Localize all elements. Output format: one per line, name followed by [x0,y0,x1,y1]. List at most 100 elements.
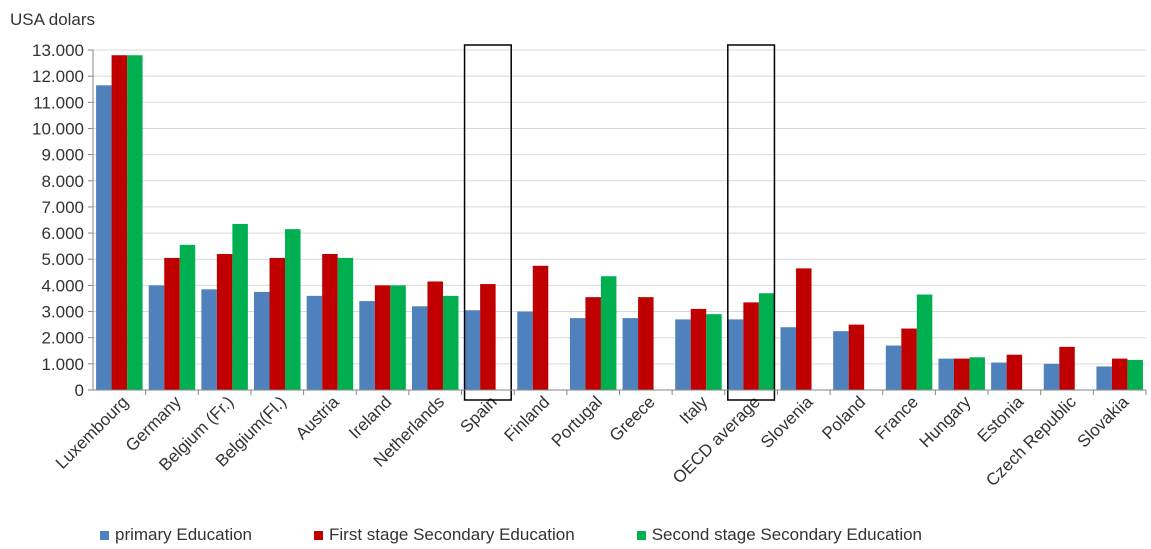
bar [254,291,270,390]
bar [938,358,954,390]
x-tick-label: Poland [818,392,869,443]
legend-label-first-stage: First stage Secondary Education [329,525,575,544]
bar [96,85,112,391]
legend-label-second-stage: Second stage Secondary Education [651,525,923,544]
x-tick-label: Czech Republic [982,392,1080,490]
bar [727,319,744,390]
bar [758,293,775,390]
y-tick-label: 0 [75,381,84,400]
bar [164,257,180,390]
x-tick-label: Luxembourg [52,392,132,472]
x-tick-label: France [871,392,922,443]
bar [1127,359,1143,390]
y-tick-label: 13.000 [32,41,84,60]
bar [532,265,549,390]
bar [269,257,286,390]
highlight-boxes [463,44,776,401]
bar [232,223,248,390]
bar [969,357,985,390]
bar [322,254,338,390]
bar [569,318,586,390]
bar [1111,358,1128,390]
legend-label-primary: primary Education [115,525,253,544]
bars [96,55,1143,391]
bar [359,301,375,390]
y-tick-label: 6.000 [41,224,84,243]
bar [390,285,406,390]
y-tick-label: 5.000 [41,250,84,269]
bar [411,306,428,390]
x-tick-label: Austria [292,392,343,443]
bar [780,327,797,390]
bar [1059,346,1075,390]
bar [179,244,196,390]
y-tick-label: 9.000 [41,146,84,165]
bar [427,281,443,390]
bar [848,324,865,390]
y-axis-label: USA dolars [10,10,95,29]
bar [285,229,301,390]
x-tick-label: Hungary [916,392,975,451]
bar [306,295,323,390]
y-tick-label: 2.000 [41,329,84,348]
bar [743,302,759,390]
y-axis-ticks: 0 1.000 2.000 3.000 4.000 5.000 6.000 7.000 8.00… [32,41,93,400]
bar [833,331,849,390]
bar [127,55,143,390]
bar [901,328,917,390]
x-tick-label: Estonia [974,392,1028,446]
x-tick-label: Spain [457,392,501,436]
x-tick-label: Slovenia [757,392,817,452]
bar [1096,366,1112,390]
highlight-box [463,44,512,401]
y-tick-label: 11.000 [33,93,84,112]
y-tick-label: 3.000 [41,303,84,322]
bar [953,358,970,390]
y-tick-label: 7.000 [41,198,84,217]
bar [201,289,217,390]
y-tick-label: 12.000 [32,67,84,86]
bar [111,55,128,390]
x-tick-label: Greece [606,392,659,445]
bar [600,276,617,390]
legend: primary Education First stage Secondary … [100,524,922,546]
legend-swatch-second-stage [636,530,646,540]
bar [464,310,481,390]
y-tick-label: 1.000 [41,355,84,374]
bar [480,284,496,390]
bar [796,268,812,390]
bar [675,319,691,390]
bar [374,285,391,390]
bar [916,294,933,390]
bar [517,311,533,390]
legend-swatch-first-stage [314,530,324,540]
bar [885,345,902,390]
legend-item-primary: primary Education [100,525,252,545]
x-tick-label: Slovakia [1074,392,1133,451]
bar [1043,363,1060,390]
highlight-box [727,44,776,401]
bar [216,254,233,390]
x-tick-label: Ireland [345,392,395,442]
bar [585,297,601,390]
bar [706,314,722,390]
y-tick-label: 4.000 [41,276,84,295]
y-tick-label: 10.000 [32,119,84,138]
y-tick-label: 8.000 [41,172,84,191]
legend-swatch-primary [100,530,109,540]
bar [991,362,1007,390]
bar [148,285,165,390]
x-tick-label: Italy [676,392,712,428]
legend-item-first-stage: First stage Secondary Education [314,525,575,545]
x-tick-label: Portugal [548,392,606,450]
gridlines [93,49,1146,365]
bar [622,318,639,390]
bar [442,295,459,390]
bar [638,297,654,390]
bar [690,308,707,390]
bar [337,257,354,390]
bar [1006,354,1023,390]
legend-item-second-stage: Second stage Secondary Education [636,525,923,545]
